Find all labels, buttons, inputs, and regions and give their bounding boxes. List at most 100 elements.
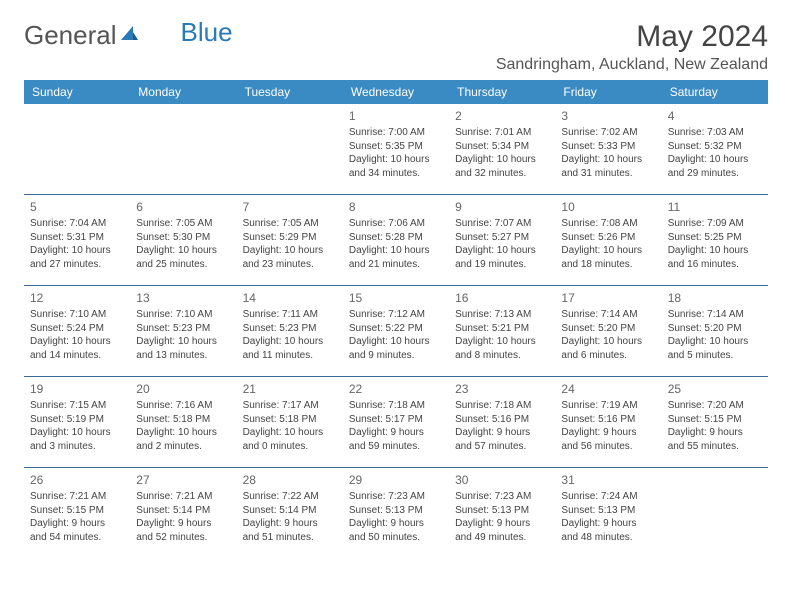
day-header: Wednesday: [343, 80, 449, 104]
logo-sail-icon: [119, 20, 139, 51]
calendar-cell: 23Sunrise: 7:18 AMSunset: 5:16 PMDayligh…: [449, 377, 555, 468]
sunrise-text: Sunrise: 7:02 AM: [561, 126, 655, 140]
sunset-text: Sunset: 5:21 PM: [455, 322, 549, 336]
sunset-text: Sunset: 5:30 PM: [136, 231, 230, 245]
sunrise-text: Sunrise: 7:11 AM: [243, 308, 337, 322]
sunrise-text: Sunrise: 7:13 AM: [455, 308, 549, 322]
day-number: 16: [455, 290, 549, 306]
sunrise-text: Sunrise: 7:08 AM: [561, 217, 655, 231]
day-number: 13: [136, 290, 230, 306]
sunrise-text: Sunrise: 7:23 AM: [455, 490, 549, 504]
daylight-text: Daylight: 10 hours and 23 minutes.: [243, 244, 337, 271]
calendar-body: 1Sunrise: 7:00 AMSunset: 5:35 PMDaylight…: [24, 104, 768, 558]
day-number: 15: [349, 290, 443, 306]
calendar-cell: 16Sunrise: 7:13 AMSunset: 5:21 PMDayligh…: [449, 286, 555, 377]
sunset-text: Sunset: 5:33 PM: [561, 140, 655, 154]
calendar-cell: 19Sunrise: 7:15 AMSunset: 5:19 PMDayligh…: [24, 377, 130, 468]
sunset-text: Sunset: 5:31 PM: [30, 231, 124, 245]
sunset-text: Sunset: 5:26 PM: [561, 231, 655, 245]
sunset-text: Sunset: 5:23 PM: [136, 322, 230, 336]
sunrise-text: Sunrise: 7:14 AM: [561, 308, 655, 322]
sunrise-text: Sunrise: 7:14 AM: [668, 308, 762, 322]
daylight-text: Daylight: 10 hours and 27 minutes.: [30, 244, 124, 271]
day-number: 24: [561, 381, 655, 397]
sunrise-text: Sunrise: 7:06 AM: [349, 217, 443, 231]
title-block: May 2024 Sandringham, Auckland, New Zeal…: [496, 20, 768, 74]
daylight-text: Daylight: 9 hours and 55 minutes.: [668, 426, 762, 453]
daylight-text: Daylight: 9 hours and 51 minutes.: [243, 517, 337, 544]
calendar-cell: 30Sunrise: 7:23 AMSunset: 5:13 PMDayligh…: [449, 468, 555, 559]
daylight-text: Daylight: 10 hours and 25 minutes.: [136, 244, 230, 271]
daylight-text: Daylight: 10 hours and 9 minutes.: [349, 335, 443, 362]
logo-text-2: Blue: [181, 17, 233, 48]
calendar-cell: 18Sunrise: 7:14 AMSunset: 5:20 PMDayligh…: [662, 286, 768, 377]
logo-text-1: General: [24, 20, 117, 51]
daylight-text: Daylight: 10 hours and 13 minutes.: [136, 335, 230, 362]
calendar-cell: 31Sunrise: 7:24 AMSunset: 5:13 PMDayligh…: [555, 468, 661, 559]
sunrise-text: Sunrise: 7:05 AM: [136, 217, 230, 231]
calendar-cell: 9Sunrise: 7:07 AMSunset: 5:27 PMDaylight…: [449, 195, 555, 286]
day-number: 31: [561, 472, 655, 488]
sunrise-text: Sunrise: 7:04 AM: [30, 217, 124, 231]
sunrise-text: Sunrise: 7:03 AM: [668, 126, 762, 140]
sunrise-text: Sunrise: 7:16 AM: [136, 399, 230, 413]
daylight-text: Daylight: 9 hours and 52 minutes.: [136, 517, 230, 544]
calendar-week-row: 12Sunrise: 7:10 AMSunset: 5:24 PMDayligh…: [24, 286, 768, 377]
calendar-cell: [24, 104, 130, 195]
day-number: 12: [30, 290, 124, 306]
calendar-cell: 11Sunrise: 7:09 AMSunset: 5:25 PMDayligh…: [662, 195, 768, 286]
sunrise-text: Sunrise: 7:09 AM: [668, 217, 762, 231]
sunset-text: Sunset: 5:13 PM: [349, 504, 443, 518]
calendar-cell: 3Sunrise: 7:02 AMSunset: 5:33 PMDaylight…: [555, 104, 661, 195]
daylight-text: Daylight: 10 hours and 14 minutes.: [30, 335, 124, 362]
day-number: 8: [349, 199, 443, 215]
calendar-week-row: 5Sunrise: 7:04 AMSunset: 5:31 PMDaylight…: [24, 195, 768, 286]
sunrise-text: Sunrise: 7:22 AM: [243, 490, 337, 504]
sunset-text: Sunset: 5:23 PM: [243, 322, 337, 336]
calendar-cell: [662, 468, 768, 559]
logo: General Blue: [24, 20, 233, 51]
calendar-cell: 24Sunrise: 7:19 AMSunset: 5:16 PMDayligh…: [555, 377, 661, 468]
sunset-text: Sunset: 5:14 PM: [243, 504, 337, 518]
daylight-text: Daylight: 9 hours and 48 minutes.: [561, 517, 655, 544]
sunset-text: Sunset: 5:32 PM: [668, 140, 762, 154]
daylight-text: Daylight: 10 hours and 16 minutes.: [668, 244, 762, 271]
calendar-cell: 22Sunrise: 7:18 AMSunset: 5:17 PMDayligh…: [343, 377, 449, 468]
sunset-text: Sunset: 5:20 PM: [668, 322, 762, 336]
sunrise-text: Sunrise: 7:12 AM: [349, 308, 443, 322]
sunset-text: Sunset: 5:16 PM: [561, 413, 655, 427]
daylight-text: Daylight: 10 hours and 21 minutes.: [349, 244, 443, 271]
day-number: 19: [30, 381, 124, 397]
sunrise-text: Sunrise: 7:20 AM: [668, 399, 762, 413]
sunrise-text: Sunrise: 7:18 AM: [349, 399, 443, 413]
sunset-text: Sunset: 5:17 PM: [349, 413, 443, 427]
daylight-text: Daylight: 9 hours and 49 minutes.: [455, 517, 549, 544]
calendar-cell: 29Sunrise: 7:23 AMSunset: 5:13 PMDayligh…: [343, 468, 449, 559]
day-number: 18: [668, 290, 762, 306]
day-header: Tuesday: [237, 80, 343, 104]
day-number: 26: [30, 472, 124, 488]
sunset-text: Sunset: 5:14 PM: [136, 504, 230, 518]
calendar-cell: 14Sunrise: 7:11 AMSunset: 5:23 PMDayligh…: [237, 286, 343, 377]
calendar-cell: 27Sunrise: 7:21 AMSunset: 5:14 PMDayligh…: [130, 468, 236, 559]
sunset-text: Sunset: 5:18 PM: [136, 413, 230, 427]
sunset-text: Sunset: 5:27 PM: [455, 231, 549, 245]
day-number: 29: [349, 472, 443, 488]
day-number: 9: [455, 199, 549, 215]
calendar-cell: [130, 104, 236, 195]
daylight-text: Daylight: 10 hours and 11 minutes.: [243, 335, 337, 362]
calendar-cell: 10Sunrise: 7:08 AMSunset: 5:26 PMDayligh…: [555, 195, 661, 286]
sunrise-text: Sunrise: 7:24 AM: [561, 490, 655, 504]
calendar-cell: 2Sunrise: 7:01 AMSunset: 5:34 PMDaylight…: [449, 104, 555, 195]
daylight-text: Daylight: 9 hours and 59 minutes.: [349, 426, 443, 453]
calendar-table: SundayMondayTuesdayWednesdayThursdayFrid…: [24, 80, 768, 558]
sunrise-text: Sunrise: 7:07 AM: [455, 217, 549, 231]
day-number: 5: [30, 199, 124, 215]
sunset-text: Sunset: 5:22 PM: [349, 322, 443, 336]
calendar-week-row: 1Sunrise: 7:00 AMSunset: 5:35 PMDaylight…: [24, 104, 768, 195]
daylight-text: Daylight: 10 hours and 34 minutes.: [349, 153, 443, 180]
day-number: 6: [136, 199, 230, 215]
header: General Blue May 2024 Sandringham, Auckl…: [24, 20, 768, 74]
day-header: Thursday: [449, 80, 555, 104]
daylight-text: Daylight: 9 hours and 54 minutes.: [30, 517, 124, 544]
